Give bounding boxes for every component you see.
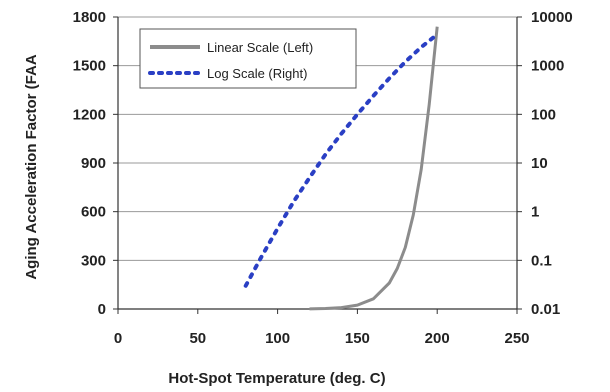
y2-tick-label: 10000	[531, 9, 573, 26]
series-log-line	[243, 32, 440, 288]
y-tick-label: 1500	[73, 58, 106, 75]
x-tick-label: 100	[265, 330, 290, 347]
series-linear-line	[309, 26, 439, 311]
y-tick-label: 0	[98, 301, 106, 318]
y-tick-label: 1800	[73, 9, 106, 26]
legend: Linear Scale (Left) Log Scale (Right)	[139, 28, 357, 89]
series-layer	[243, 26, 440, 311]
x-tick-label: 50	[189, 330, 206, 347]
y-tick-label: 300	[81, 252, 106, 269]
x-tick-label: 150	[345, 330, 370, 347]
x-tick-label: 0	[114, 330, 122, 347]
y2-tick-label: 1	[531, 204, 539, 221]
y-tick-label: 1200	[73, 106, 106, 123]
legend-label-log: Log Scale (Right)	[207, 66, 307, 81]
y2-tick-label: 100	[531, 106, 556, 123]
y-tick-label: 600	[81, 204, 106, 221]
y2-tick-label: 1000	[531, 58, 564, 75]
x-axis-title: Hot-Spot Temperature (deg. C)	[168, 370, 385, 387]
y-tick-label: 900	[81, 155, 106, 172]
legend-box	[139, 28, 357, 89]
x-tick-label: 200	[425, 330, 450, 347]
y-axis-title: Aging Acceleration Factor (FAA	[23, 54, 40, 279]
ticks-layer: 03006009001200150018000.010.111010010001…	[73, 9, 573, 347]
x-tick-label: 250	[504, 330, 529, 347]
legend-label-linear: Linear Scale (Left)	[207, 40, 313, 55]
y2-tick-label: 10	[531, 155, 548, 172]
y2-tick-label: 0.1	[531, 252, 552, 269]
y2-tick-label: 0.01	[531, 301, 560, 318]
